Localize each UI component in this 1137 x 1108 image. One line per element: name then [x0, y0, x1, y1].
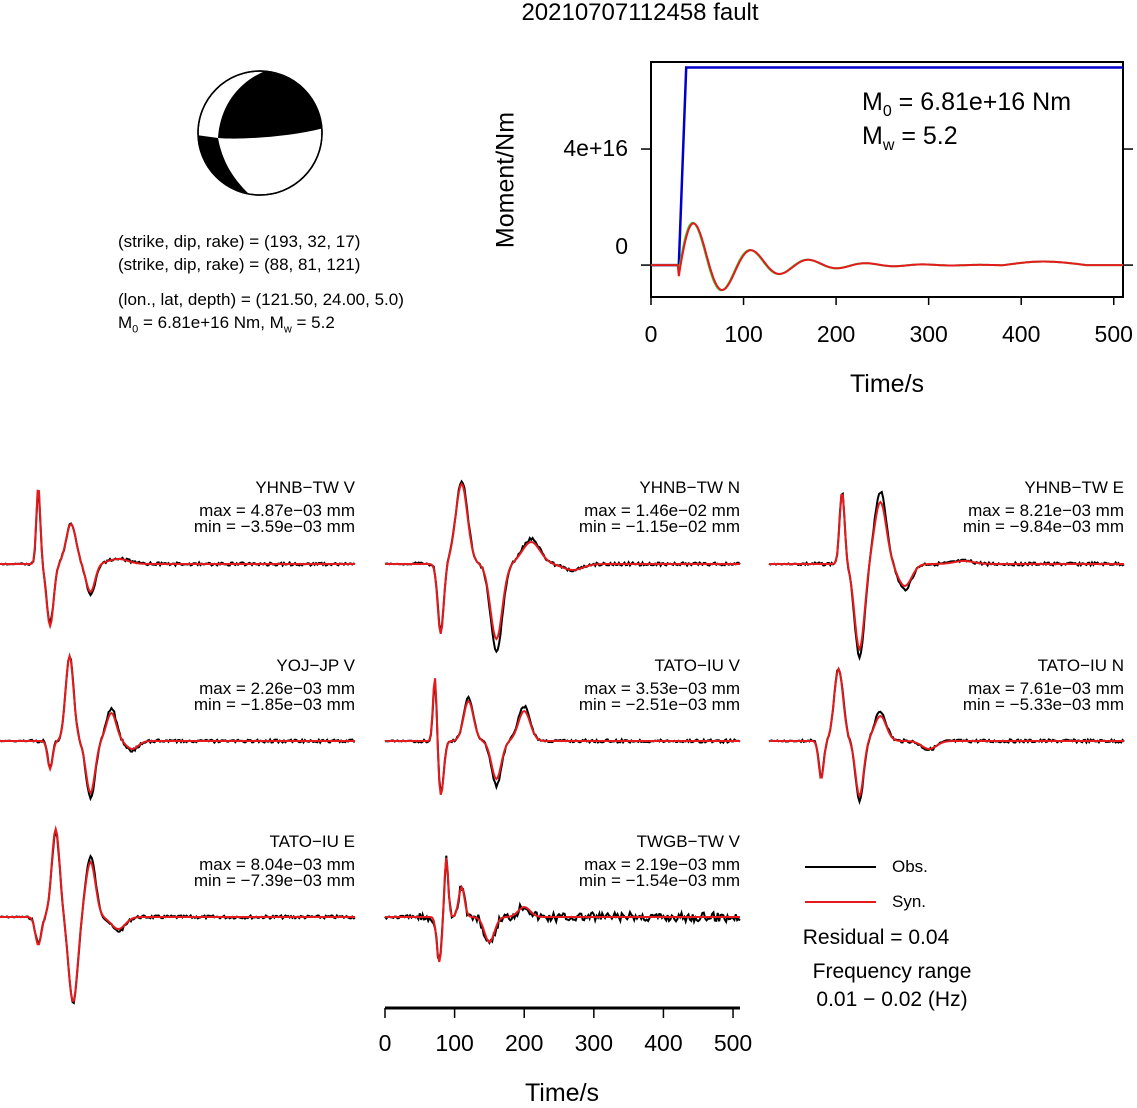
- waveform-xtick-500: 500: [713, 1030, 753, 1056]
- legend-syn-label: Syn.: [892, 892, 927, 911]
- legend-obs-label: Obs.: [892, 857, 928, 876]
- mw-sub2: w: [882, 137, 895, 154]
- location-text: (lon., lat, depth) = (121.50, 24.00, 5.0…: [118, 290, 404, 309]
- moment-xlabel: Time/s: [849, 370, 925, 398]
- ytick-0: 0: [615, 233, 628, 259]
- trace-title-2: YHNB−TW N: [639, 478, 740, 497]
- waveform-xtick-0: 0: [378, 1030, 392, 1056]
- moment-prefix: M: [118, 313, 133, 332]
- moment-m0-label: M0 = 6.81e+16 Nm: [862, 88, 1071, 126]
- trace-max-2: max = 1.46e−02 mm: [584, 501, 740, 520]
- trace-syn-7: [0, 825, 355, 1002]
- waveform-xtick-200: 200: [505, 1030, 544, 1056]
- freq-value: 0.01 − 0.02 (Hz): [816, 988, 968, 1011]
- moment-xtick-400: 400: [1002, 321, 1041, 347]
- trace-syn-4: [0, 652, 355, 796]
- trace-min-6: min = −5.33e−03 mm: [962, 695, 1124, 714]
- trace-min-7: min = −7.39e−03 mm: [193, 871, 355, 890]
- trace-obs-4: [0, 653, 355, 802]
- trace-min-4: min = −1.85e−03 mm: [193, 695, 355, 714]
- moment-sub: 0: [132, 323, 139, 336]
- residual-text: Residual = 0.04: [802, 926, 950, 949]
- trace-max-8: max = 2.19e−03 mm: [584, 855, 740, 874]
- ytick-4e16: 4e+16: [563, 135, 628, 161]
- trace-max-7: max = 8.04e−03 mm: [199, 855, 355, 874]
- moment-xtick-100: 100: [724, 321, 763, 347]
- moment-xtick-0: 0: [644, 321, 658, 347]
- waveform-xtick-300: 300: [574, 1030, 613, 1056]
- trace-title-4: YOJ−JP V: [276, 656, 355, 675]
- trace-max-3: max = 8.21e−03 mm: [968, 501, 1124, 520]
- trace-syn-8: [385, 857, 740, 963]
- moment-value: = 6.81e+16 Nm, M: [138, 313, 284, 332]
- trace-syn-6: [769, 666, 1124, 799]
- moment-plot-frame: [650, 61, 1124, 298]
- moment-text: M0 = 6.81e+16 Nm, Mw = 5.2: [118, 313, 335, 339]
- trace-title-5: TATO−IU V: [654, 656, 741, 675]
- waveform-xtick-400: 400: [644, 1030, 683, 1056]
- trace-title-3: YHNB−TW E: [1024, 478, 1124, 497]
- plane2-text: (strike, dip, rake) = (88, 81, 121): [118, 255, 361, 274]
- trace-syn-2: [385, 482, 740, 641]
- trace-title-7: TATO−IU E: [269, 832, 356, 851]
- trace-max-5: max = 3.53e−03 mm: [584, 679, 740, 698]
- freq-label: Frequency range: [812, 960, 972, 983]
- waveform-xtick-100: 100: [435, 1030, 474, 1056]
- trace-title-6: TATO−IU N: [1037, 656, 1124, 675]
- trace-min-5: min = −2.51e−03 mm: [578, 695, 740, 714]
- trace-max-1: max = 4.87e−03 mm: [199, 501, 355, 520]
- mw-sub: w: [283, 323, 292, 336]
- trace-syn-3: [769, 493, 1124, 652]
- page-title: 20210707112458 fault: [521, 0, 759, 26]
- moment-xtick-200: 200: [816, 321, 856, 347]
- trace-min-8: min = −1.54e−03 mm: [578, 871, 740, 890]
- mw-prefix: M: [862, 122, 883, 150]
- moment-rate-red: [651, 222, 1123, 292]
- mw-value: = 5.2: [291, 313, 335, 332]
- trace-syn-5: [385, 678, 740, 795]
- trace-min-2: min = −1.15e−02 mm: [578, 517, 740, 536]
- moment-xtick-300: 300: [909, 321, 948, 347]
- trace-max-4: max = 2.26e−03 mm: [199, 679, 355, 698]
- trace-syn-1: [0, 489, 355, 630]
- trace-max-6: max = 7.61e−03 mm: [968, 679, 1124, 698]
- moment-mw-label: Mw = 5.2: [862, 122, 958, 160]
- trace-min-3: min = −9.84e−03 mm: [962, 517, 1124, 536]
- mw-value2: = 5.2: [894, 122, 958, 150]
- trace-title-8: TWGB−TW V: [636, 832, 740, 851]
- m0-value: = 6.81e+16 Nm: [891, 88, 1072, 116]
- moment-xtick-500: 500: [1094, 321, 1133, 347]
- m0-prefix: M: [862, 88, 883, 116]
- trace-min-1: min = −3.59e−03 mm: [193, 517, 355, 536]
- plane1-text: (strike, dip, rake) = (193, 32, 17): [118, 232, 361, 251]
- waveform-xlabel: Time/s: [524, 1079, 600, 1107]
- m0-sub: 0: [882, 103, 892, 120]
- trace-title-1: YHNB−TW V: [255, 478, 355, 497]
